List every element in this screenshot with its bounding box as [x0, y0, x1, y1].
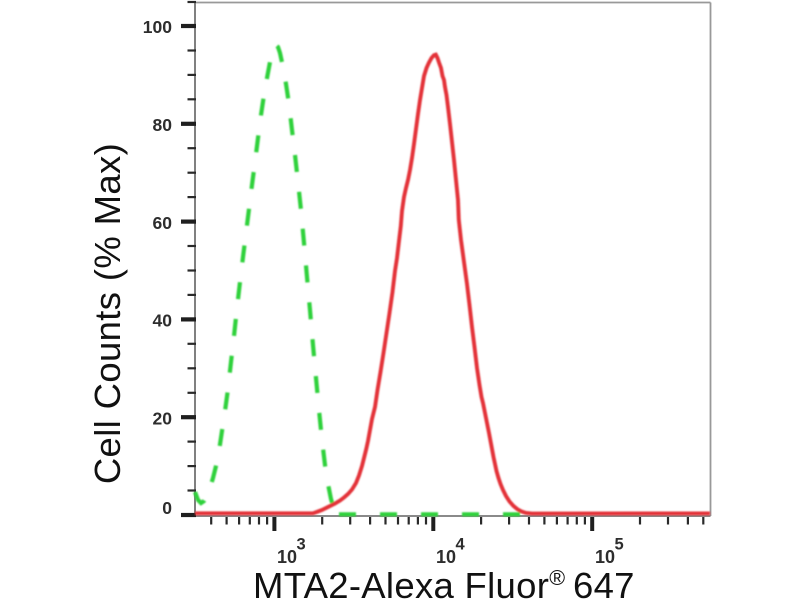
svg-text:10: 10	[436, 547, 456, 567]
svg-text:80: 80	[153, 115, 173, 135]
svg-text:10: 10	[595, 547, 615, 567]
svg-text:3: 3	[297, 536, 306, 554]
svg-text:Cell Counts (% Max): Cell Counts (% Max)	[87, 143, 128, 484]
svg-text:100: 100	[143, 17, 172, 37]
svg-text:0: 0	[162, 498, 172, 518]
svg-text:5: 5	[615, 536, 624, 554]
svg-text:20: 20	[153, 408, 173, 428]
svg-text:40: 40	[153, 311, 173, 331]
svg-text:MTA2-Alexa Fluor® 647: MTA2-Alexa Fluor® 647	[253, 565, 635, 600]
svg-text:60: 60	[153, 213, 173, 233]
svg-text:10: 10	[277, 547, 297, 567]
svg-text:4: 4	[456, 536, 466, 554]
